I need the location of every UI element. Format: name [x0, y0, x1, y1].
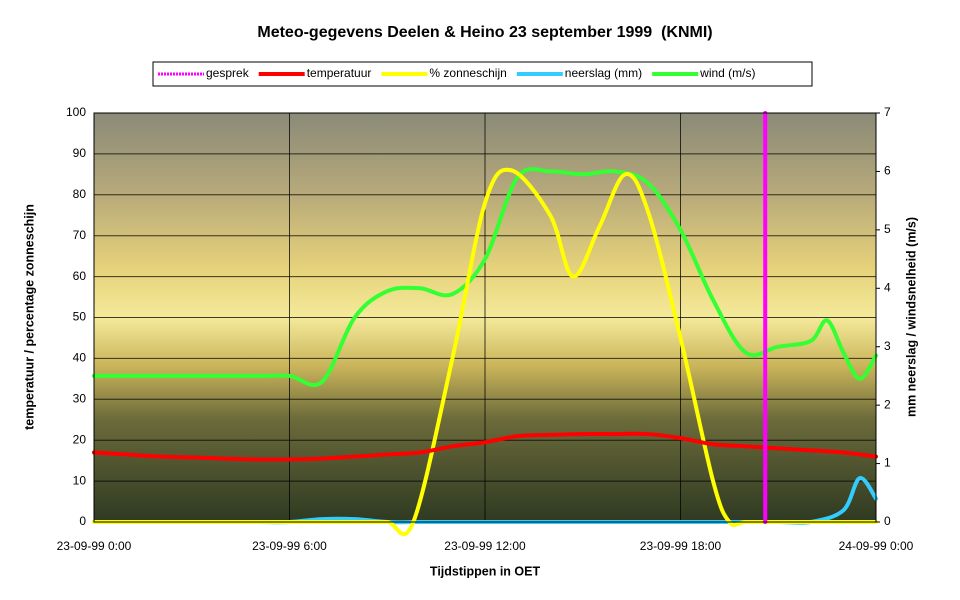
y-tick-label: 0: [79, 514, 86, 528]
y-tick-label: 60: [73, 269, 87, 283]
series-line: [92, 167, 878, 388]
legend: gesprek temperatuur % zonneschijn neerslag …: [158, 66, 756, 80]
chart-title: Meteo-gegevens Deelen & Heino 23 septemb…: [257, 24, 712, 41]
y-tick-label: 80: [73, 187, 87, 201]
y-tick-label: 40: [73, 351, 87, 365]
legend-label: wind (m/s): [699, 66, 755, 80]
y2-axis-title: mm neerslag / windsnelheid (m/s): [904, 217, 918, 417]
y-tick-label: 100: [66, 105, 86, 119]
x-tick-label: 23-09-99 18:00: [640, 539, 722, 553]
y2-tick-label: 5: [884, 222, 891, 236]
y-tick-label: 90: [73, 146, 87, 160]
y2-tick-label: 7: [884, 105, 891, 119]
legend-label: temperatuur: [307, 66, 372, 80]
x-tick-label: 23-09-99 12:00: [444, 539, 526, 553]
y2-tick-label: 1: [884, 456, 891, 470]
x-tick-label: 23-09-99 0:00: [57, 539, 132, 553]
y-tick-label: 20: [73, 432, 87, 446]
y2-tick-label: 3: [884, 339, 891, 353]
x-axis-title: Tijdstippen in OET: [430, 564, 541, 578]
legend-label: gesprek: [206, 66, 250, 80]
plot-border: [93, 112, 877, 523]
y2-tick-label: 0: [884, 514, 891, 528]
series-line: [92, 431, 878, 462]
y-tick-label: 30: [73, 391, 87, 405]
legend-label: neerslag (mm): [565, 66, 642, 80]
y2-tick-label: 4: [884, 280, 891, 294]
y-tick-label: 10: [73, 473, 87, 487]
y-tick-label: 50: [73, 310, 87, 324]
x-tick-label: 23-09-99 6:00: [252, 539, 327, 553]
y2-tick-label: 2: [884, 397, 891, 411]
legend-label: % zonneschijn: [429, 66, 506, 80]
y-tick-label: 70: [73, 228, 87, 242]
y-axis-title: temperatuur / percentage zonneschijn: [22, 204, 36, 430]
x-tick-label: 24-09-99 0:00: [839, 539, 914, 553]
y2-tick-label: 6: [884, 164, 891, 178]
